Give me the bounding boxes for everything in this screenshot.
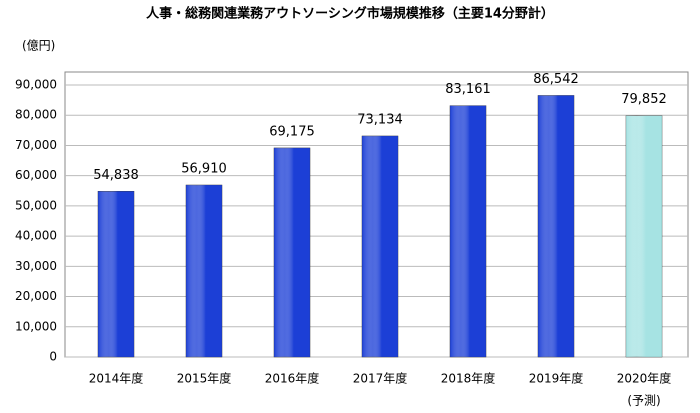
x-tick-label: 2020年度	[617, 371, 672, 386]
y-tick-label: 30,000	[15, 259, 57, 273]
bar-shine	[538, 95, 574, 358]
chart-title: 人事・総務関連業務アウトソーシング市場規模推移（主要14分野計）	[146, 6, 554, 22]
x-tick-note: (予測)	[627, 394, 660, 408]
value-label: 86,542	[533, 72, 579, 87]
y-tick-label: 10,000	[15, 319, 57, 333]
bar-shine	[362, 135, 398, 357]
x-tick-label: 2016年度	[265, 371, 320, 386]
y-tick-label: 0	[49, 350, 57, 364]
bar-shine	[98, 191, 134, 357]
value-label: 54,838	[93, 168, 139, 183]
y-tick-label: 40,000	[15, 229, 57, 243]
y-tick-label: 50,000	[15, 198, 57, 212]
x-tick-label: 2017年度	[353, 371, 408, 386]
y-tick-label: 80,000	[15, 108, 57, 122]
x-tick-label: 2019年度	[529, 371, 584, 386]
y-tick-label: 60,000	[15, 168, 57, 182]
value-label: 69,175	[269, 124, 315, 139]
x-tick-label: 2015年度	[177, 371, 232, 386]
bar-shine	[626, 115, 662, 357]
x-tick-label: 2018年度	[441, 371, 496, 386]
y-tick-label: 20,000	[15, 289, 57, 303]
bar-shine	[186, 185, 222, 357]
y-unit: (億円)	[22, 39, 55, 53]
bar-shine	[274, 147, 310, 357]
bar-shine	[450, 105, 486, 357]
value-label: 73,134	[357, 112, 403, 127]
value-label: 79,852	[621, 92, 667, 107]
value-label: 83,161	[445, 82, 491, 97]
value-label: 56,910	[181, 162, 227, 177]
y-tick-label: 90,000	[15, 78, 57, 92]
x-tick-label: 2014年度	[89, 371, 144, 386]
y-tick-label: 70,000	[15, 138, 57, 152]
